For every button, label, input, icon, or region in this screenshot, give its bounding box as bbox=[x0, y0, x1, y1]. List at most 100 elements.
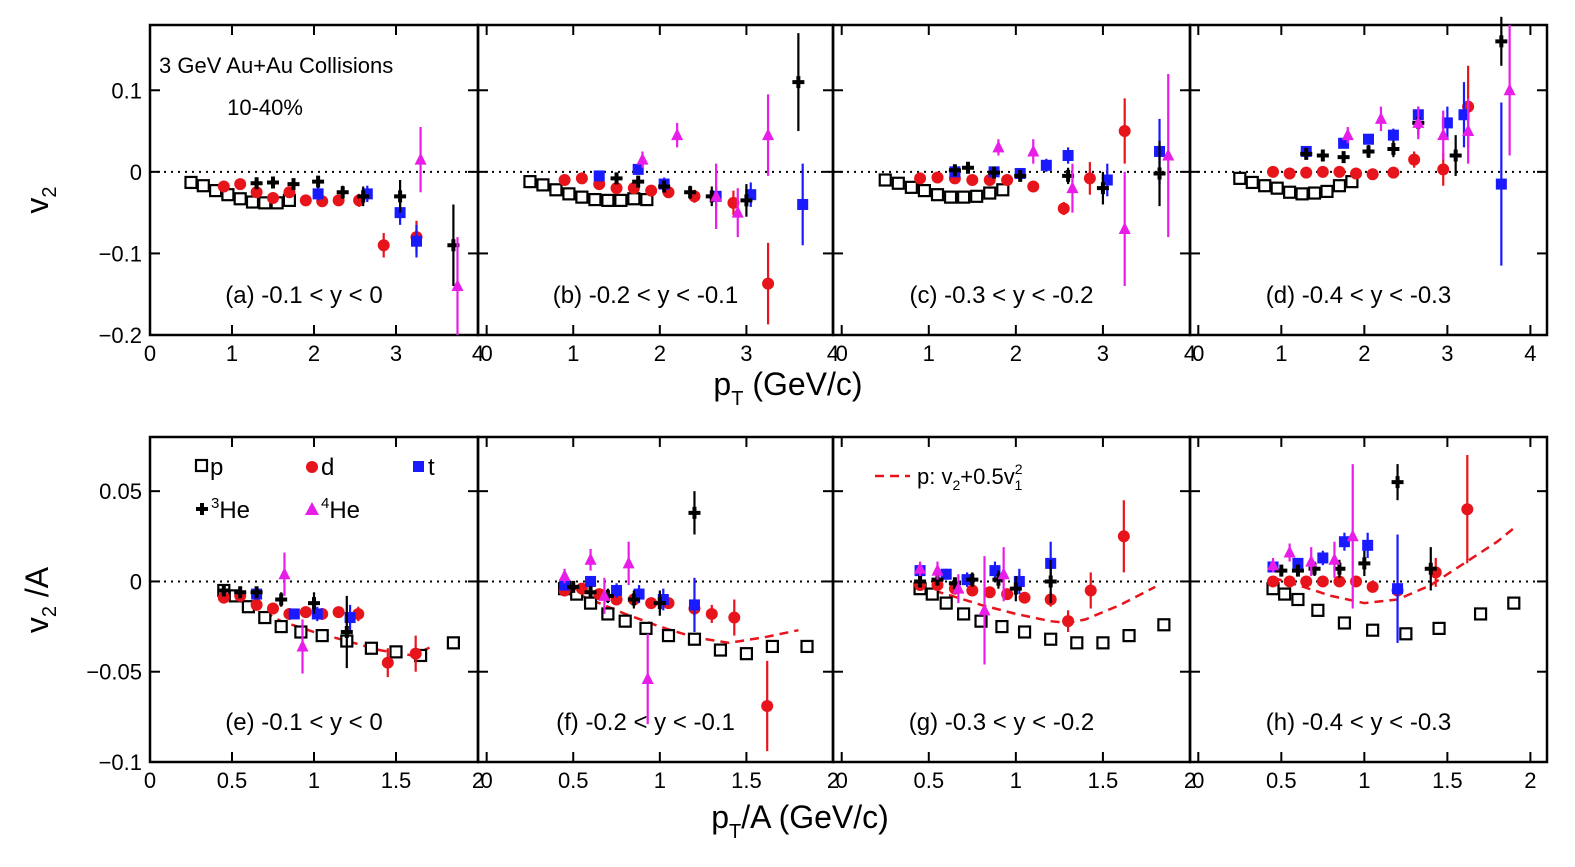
point-he4 bbox=[710, 189, 723, 202]
point-t bbox=[1101, 174, 1113, 186]
point-p bbox=[233, 192, 247, 206]
point-he4 bbox=[978, 603, 991, 616]
panel-b: 0 1 2 3 4 (b) -0.2 < y < -0.1 bbox=[476, 23, 839, 366]
legend-he4-text: He bbox=[329, 497, 360, 524]
x-tick-label-b: 2 bbox=[654, 341, 666, 366]
y-tick-label-a: 0 bbox=[130, 160, 142, 185]
legend-label-d: d bbox=[321, 454, 334, 481]
point-d bbox=[1300, 575, 1313, 588]
curve-legend-sub1: 2 bbox=[952, 477, 960, 493]
x-tick-label-f: 0.5 bbox=[558, 768, 589, 793]
x-tick-label-f: 1.5 bbox=[731, 768, 762, 793]
svg-text:v2: v2 bbox=[19, 186, 61, 213]
point-t bbox=[940, 568, 952, 580]
panel-e: 0 0.5 1 1.5 2 −0.1 −0.05 0 0.05 (e) -0.1 < y < 0 bbox=[86, 435, 484, 793]
point-he3 bbox=[1387, 143, 1400, 155]
point-p bbox=[614, 193, 628, 207]
panel-label-g: (g) -0.3 < y < -0.2 bbox=[909, 709, 1094, 736]
point-he3 bbox=[1362, 145, 1375, 158]
point-he3 bbox=[632, 175, 645, 188]
point-he4 bbox=[1162, 148, 1175, 161]
bottom-xlabel-rest: /A (GeV/c) bbox=[741, 799, 889, 835]
point-he4 bbox=[671, 128, 684, 141]
x-tick-label-e: 1 bbox=[308, 768, 320, 793]
point-d bbox=[1083, 172, 1096, 185]
point-he3 bbox=[1391, 476, 1404, 489]
point-p bbox=[687, 632, 702, 646]
point-he3 bbox=[684, 186, 697, 199]
x-tick-label-f: 0 bbox=[481, 768, 493, 793]
point-d bbox=[761, 700, 774, 713]
curve-legend-sup: 2 bbox=[1015, 461, 1023, 477]
point-d bbox=[575, 172, 588, 185]
y-tick-label-e: −0.05 bbox=[86, 660, 142, 685]
point-d bbox=[1350, 167, 1363, 180]
x-tick-label-e: 2 bbox=[472, 768, 484, 793]
bottom-y-axis-title: v2 /A bbox=[19, 566, 61, 633]
legend-marker-t bbox=[413, 461, 424, 472]
curve-legend: p: v2+0.5v2 1 bbox=[875, 461, 1023, 493]
point-t bbox=[989, 565, 1001, 577]
x-tick-label-e: 1.5 bbox=[381, 768, 412, 793]
point-p bbox=[957, 190, 971, 204]
point-d bbox=[299, 606, 312, 619]
point-he4 bbox=[1346, 529, 1359, 542]
point-t bbox=[593, 170, 605, 182]
point-he3 bbox=[966, 573, 979, 586]
point-p bbox=[800, 639, 814, 654]
point-p bbox=[618, 614, 632, 628]
legend-marker-d bbox=[306, 461, 318, 473]
panel-frame-d bbox=[1188, 23, 1549, 337]
legend-label-t: t bbox=[428, 454, 435, 481]
point-d bbox=[250, 598, 263, 611]
point-he3 bbox=[287, 178, 300, 191]
x-tick-label-d: 3 bbox=[1441, 341, 1453, 366]
y-tick-label-a: −0.1 bbox=[99, 241, 142, 266]
point-t bbox=[411, 235, 422, 247]
point-p bbox=[1270, 181, 1284, 195]
point-d bbox=[914, 172, 927, 185]
point-t bbox=[344, 612, 356, 624]
point-p bbox=[1017, 625, 1032, 639]
point-p bbox=[562, 187, 576, 201]
point-p bbox=[258, 610, 272, 625]
point-t bbox=[1062, 150, 1074, 162]
point-p bbox=[601, 193, 615, 207]
point-d bbox=[1333, 165, 1346, 178]
point-d bbox=[931, 171, 944, 184]
point-p bbox=[904, 180, 918, 194]
x-tick-label-g: 0 bbox=[836, 768, 848, 793]
point-d bbox=[1267, 165, 1280, 178]
x-tick-label-d: 2 bbox=[1358, 341, 1370, 366]
point-d bbox=[645, 597, 658, 610]
x-tick-label-h: 0.5 bbox=[1266, 768, 1297, 793]
panel-h: 0 0.5 1 1.5 2 (h) -0.4 < y < -0.3 bbox=[1188, 435, 1549, 793]
x-tick-label-g: 2 bbox=[1184, 768, 1196, 793]
y-tick-label-e: −0.1 bbox=[99, 750, 142, 775]
point-p bbox=[639, 621, 653, 635]
point-he4 bbox=[636, 152, 649, 165]
point-t bbox=[559, 579, 571, 591]
y-tick-label-a: −0.2 bbox=[99, 323, 142, 348]
point-t bbox=[312, 188, 324, 200]
point-he4 bbox=[952, 581, 965, 594]
point-p bbox=[1283, 185, 1297, 199]
point-d bbox=[727, 196, 740, 209]
x-tick-label-b: 4 bbox=[827, 341, 839, 366]
top-xlabel-sub: T bbox=[731, 388, 743, 410]
point-t bbox=[1338, 536, 1350, 548]
y-tick-label-a: 0.1 bbox=[111, 78, 142, 103]
x-tick-label-a: 3 bbox=[390, 341, 402, 366]
top-x-axis-title: pT (GeV/c) bbox=[713, 366, 862, 410]
point-d bbox=[1084, 584, 1097, 597]
top-ylabel-main: v bbox=[19, 198, 55, 214]
x-tick-label-f: 1 bbox=[654, 768, 666, 793]
point-he4 bbox=[622, 556, 635, 569]
point-p bbox=[1307, 186, 1322, 200]
point-p bbox=[549, 183, 563, 197]
x-tick-label-c: 3 bbox=[1097, 341, 1109, 366]
point-p bbox=[970, 189, 984, 203]
point-p bbox=[974, 614, 988, 628]
point-p bbox=[661, 629, 676, 643]
point-p bbox=[1291, 592, 1305, 607]
